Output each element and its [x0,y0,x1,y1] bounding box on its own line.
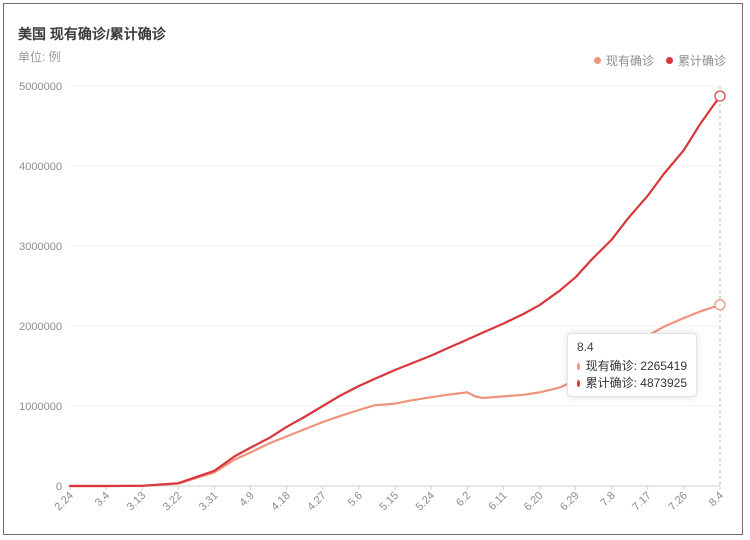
chart-title: 美国 现有确诊/累计确诊 [18,26,166,42]
legend-label-active: 现有确诊 [605,54,654,68]
tooltip-dot-cumulative-icon [577,380,580,387]
x-tick-label-5.15: 5.15 [377,490,401,514]
active-point-active [714,299,726,311]
x-tick-label-3.4: 3.4 [93,490,112,509]
x-tick-label-7.26: 7.26 [666,490,690,514]
legend-item-cumulative[interactable]: 累计确诊 [665,52,726,69]
x-tick-label-3.13: 3.13 [125,490,149,514]
x-tick-label-7.17: 7.17 [630,490,654,514]
y-tick-label-0: 0 [56,481,62,493]
chart-frame [3,3,743,535]
tooltip-dot-active-icon [577,363,580,370]
legend-dot-cumulative-icon [665,57,673,64]
unit-label: 单位: 例 [18,50,61,64]
x-tick-label-5.6: 5.6 [346,490,365,509]
y-tick-label-4000000: 4000000 [19,161,62,173]
y-tick-label-5000000: 5000000 [19,81,62,93]
y-tick-label-3000000: 3000000 [19,241,62,253]
x-tick-label-4.9: 4.9 [237,490,256,509]
chart-tooltip: 8.4 现有确诊: 2265419 累计确诊: 4873925 [567,333,697,397]
x-tick-label-4.18: 4.18 [269,490,293,514]
x-tick-label-2.24: 2.24 [52,490,76,514]
x-tick-label-4.27: 4.27 [305,490,329,514]
x-tick-label-8.4: 8.4 [707,490,726,509]
tooltip-text-cumulative: 累计确诊: 4873925 [585,376,687,390]
x-tick-label-6.29: 6.29 [558,490,582,514]
tooltip-text-active: 现有确诊: 2265419 [585,359,687,373]
x-tick-label-7.8: 7.8 [598,490,617,509]
series-line-cumulative [68,94,722,488]
x-tick-label-5.24: 5.24 [414,490,438,514]
legend-item-active[interactable]: 现有确诊 [593,52,654,69]
tooltip-row-cumulative: 累计确诊: 4873925 [577,375,687,392]
tooltip-date: 8.4 [577,340,594,354]
legend: 现有确诊 累计确诊 [593,52,726,69]
y-tick-label-2000000: 2000000 [19,321,62,333]
x-tick-label-3.31: 3.31 [197,490,221,514]
active-point-cumulative [714,90,726,102]
x-tick-label-6.2: 6.2 [454,490,473,509]
legend-label-cumulative: 累计确诊 [677,54,726,68]
x-tick-label-6.20: 6.20 [522,490,546,514]
x-tick-label-3.22: 3.22 [161,490,185,514]
y-tick-label-1000000: 1000000 [19,401,62,413]
tooltip-row-active: 现有确诊: 2265419 [577,358,687,375]
x-tick-label-6.11: 6.11 [486,490,509,513]
legend-dot-active-icon [593,57,601,64]
